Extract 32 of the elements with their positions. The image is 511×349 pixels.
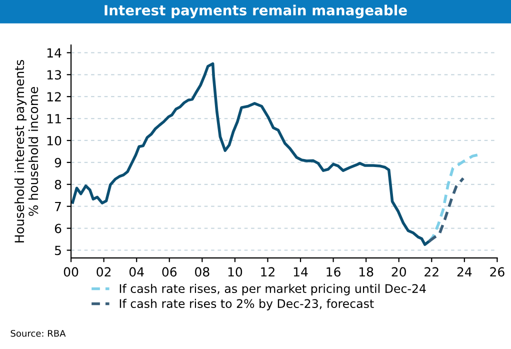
y-tick-label: 9 [54, 158, 62, 168]
line-series [71, 62, 431, 246]
x-tick-label: 00 [64, 267, 78, 277]
y-tick-label: 12 [47, 92, 61, 102]
legend-label: If cash rate rises to 2% by Dec-23, forecast [120, 298, 374, 310]
line-series [428, 154, 479, 243]
x-tick-label: 20 [392, 267, 406, 277]
x-tick-label: 24 [457, 267, 472, 276]
line-series [428, 176, 465, 243]
x-tick-label: 22 [424, 267, 438, 276]
y-tick-label: 6 [54, 224, 62, 234]
x-tick-label: 10 [228, 267, 242, 277]
x-tick-label: 14 [294, 267, 308, 276]
y-tick-label: 10 [47, 136, 62, 146]
y-tick-label: 5 [55, 246, 61, 256]
x-tick-label: 06 [162, 267, 177, 277]
y-tick-label: 13 [47, 70, 61, 80]
y-tick-label: 11 [47, 114, 61, 124]
x-tick-label: 18 [359, 267, 374, 277]
x-tick-label: 26 [490, 267, 504, 277]
legend-label: If cash rate rises, as per market pricing until Dec-24 [120, 284, 426, 296]
source-note: Source: RBA [10, 330, 66, 337]
x-tick-label: 02 [96, 267, 111, 277]
x-tick-label: 16 [326, 267, 340, 277]
x-tick-label: 12 [261, 267, 274, 276]
y-axis-title: Household interest payments % household income [14, 60, 38, 242]
y-tick-label: 7 [55, 202, 61, 212]
y-tick-label: 14 [47, 48, 62, 58]
y-tick-label: 8 [54, 180, 62, 190]
chart-title: Interest payments remain manageable [104, 4, 407, 18]
x-tick-label: 04 [129, 267, 144, 277]
x-tick-label: 08 [195, 267, 210, 277]
